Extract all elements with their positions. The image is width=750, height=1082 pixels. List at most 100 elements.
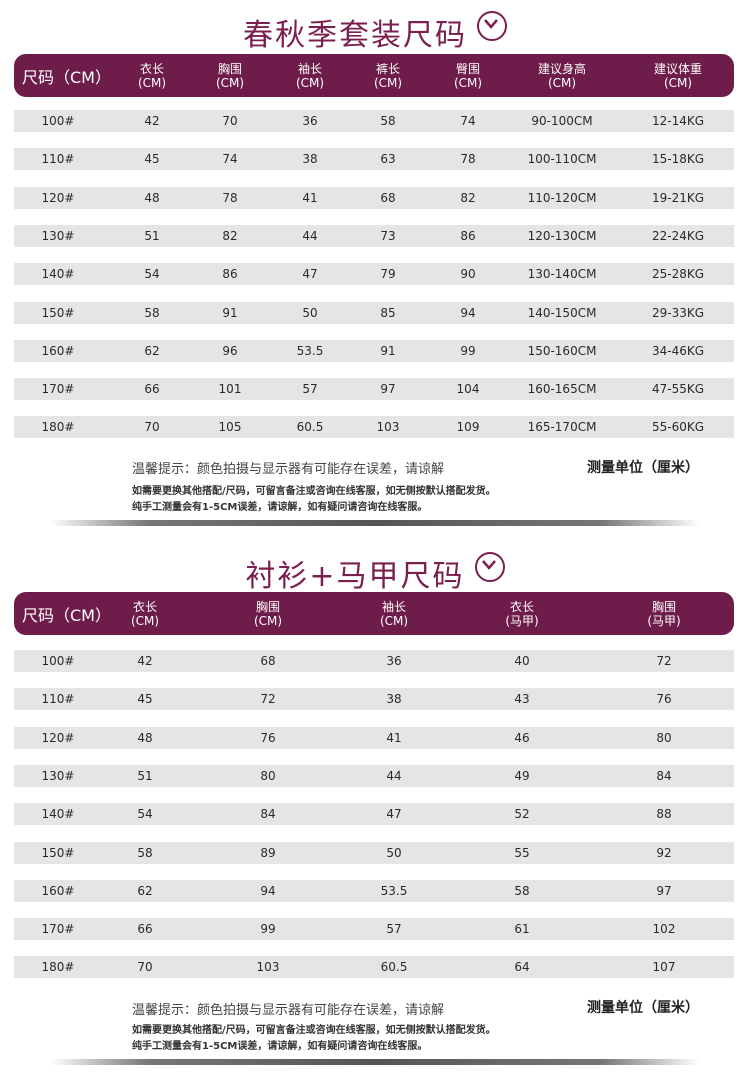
- value-cell: 63: [380, 152, 396, 166]
- size-cell: 120#: [41, 191, 75, 205]
- value-cell: 130-140CM: [527, 267, 597, 281]
- value-cell: 91: [222, 306, 238, 320]
- table-row: 180# 70 105 60.5 103 109 165-170CM 55-60KG: [14, 416, 734, 438]
- value-cell: 84: [656, 769, 672, 783]
- header-unit: (CM): [137, 75, 167, 90]
- value-cell: 79: [380, 267, 396, 281]
- value-cell: 15-18KG: [651, 152, 705, 166]
- table-row: 110# 45 72 38 43 76: [14, 688, 734, 710]
- value-cell: 45: [144, 152, 160, 166]
- header-unit: (CM): [295, 75, 325, 90]
- size-cell: 110#: [41, 152, 75, 166]
- size-cell: 150#: [41, 846, 75, 860]
- value-cell: 94: [260, 884, 276, 898]
- table2-unit: 测量单位（厘米）: [587, 1000, 699, 1016]
- size-cell: 180#: [41, 420, 75, 434]
- value-cell: 107: [652, 960, 676, 974]
- header-cell-size: 尺码（CM）: [22, 605, 111, 625]
- value-cell: 58: [137, 846, 153, 860]
- table-row: 170# 66 99 57 61 102: [14, 918, 734, 940]
- value-cell: 110-120CM: [527, 191, 597, 205]
- table1-unit: 测量单位（厘米）: [587, 460, 699, 476]
- table-row: 100# 42 70 36 58 74 90-100CM 12-14KG: [14, 110, 734, 132]
- value-cell: 47: [386, 807, 402, 821]
- value-cell: 160-165CM: [527, 382, 597, 396]
- header-cell: 袖长 (CM): [296, 54, 324, 97]
- value-cell: 48: [144, 191, 160, 205]
- value-cell: 97: [656, 884, 672, 898]
- value-cell: 44: [386, 769, 402, 783]
- header-cell: 衣长 (CM): [138, 54, 166, 97]
- value-cell: 90: [460, 267, 476, 281]
- value-cell: 42: [137, 654, 153, 668]
- size-cell: 170#: [41, 922, 75, 936]
- value-cell: 55: [514, 846, 530, 860]
- value-cell: 70: [222, 114, 238, 128]
- value-cell: 42: [144, 114, 160, 128]
- table1-title: 春秋季套装尺码: [0, 10, 750, 54]
- header-cell: 衣长 (CM): [131, 592, 159, 635]
- value-cell: 74: [222, 152, 238, 166]
- header-unit: (CM): [547, 75, 577, 90]
- value-cell: 51: [137, 769, 153, 783]
- table1-note: 温馨提示：颜色拍摄与显示器有可能存在误差，请谅解: [132, 462, 445, 477]
- header-label: 臀围: [455, 61, 481, 76]
- header-unit: (马甲): [505, 613, 539, 628]
- chevron-down-circle-icon: [474, 552, 505, 582]
- value-cell: 86: [460, 229, 476, 243]
- table1-title-text: 春秋季套装尺码: [243, 18, 467, 53]
- size-cell: 180#: [41, 960, 75, 974]
- header-cell: 裤长 (CM): [374, 54, 402, 97]
- value-cell: 85: [380, 306, 396, 320]
- value-cell: 72: [656, 654, 672, 668]
- header-cell-size: 尺码（CM）: [22, 67, 111, 87]
- table-row: 110# 45 74 38 63 78 100-110CM 15-18KG: [14, 148, 734, 170]
- table-row: 160# 62 94 53.5 58 97: [14, 880, 734, 902]
- value-cell: 94: [460, 306, 476, 320]
- header-cell: 胸围 (CM): [216, 54, 244, 97]
- value-cell: 80: [260, 769, 276, 783]
- value-cell: 99: [460, 344, 476, 358]
- value-cell: 12-14KG: [651, 114, 705, 128]
- size-cell: 130#: [41, 229, 75, 243]
- value-cell: 29-33KG: [651, 306, 705, 320]
- value-cell: 38: [302, 152, 318, 166]
- value-cell: 84: [260, 807, 276, 821]
- size-cell: 170#: [41, 382, 75, 396]
- value-cell: 82: [460, 191, 476, 205]
- table-row: 160# 62 96 53.5 91 99 150-160CM 34-46KG: [14, 340, 734, 362]
- table-row: 170# 66 101 57 97 104 160-165CM 47-55KG: [14, 378, 734, 400]
- table2-header: 尺码（CM） 衣长 (CM) 胸围 (CM) 袖长 (CM) 衣长 (马甲) 胸围 (马甲): [14, 592, 734, 635]
- value-cell: 53.5: [296, 344, 324, 358]
- value-cell: 74: [460, 114, 476, 128]
- value-cell: 68: [260, 654, 276, 668]
- table-row: 140# 54 86 47 79 90 130-140CM 25-28KG: [14, 263, 734, 285]
- value-cell: 55-60KG: [651, 420, 705, 434]
- value-cell: 43: [514, 692, 530, 706]
- header-label: 袖长: [297, 61, 323, 76]
- size-cell: 100#: [41, 114, 75, 128]
- header-unit: (CM): [379, 613, 409, 628]
- value-cell: 104: [456, 382, 480, 396]
- value-cell: 25-28KG: [651, 267, 705, 281]
- table1-divider: [50, 520, 700, 526]
- value-cell: 103: [256, 960, 280, 974]
- value-cell: 165-170CM: [527, 420, 597, 434]
- header-unit: (马甲): [647, 613, 681, 628]
- value-cell: 96: [222, 344, 238, 358]
- value-cell: 70: [137, 960, 153, 974]
- value-cell: 45: [137, 692, 153, 706]
- header-label: 衣长: [139, 61, 165, 76]
- header-unit: (CM): [373, 75, 403, 90]
- value-cell: 34-46KG: [651, 344, 705, 358]
- table-row: 120# 48 78 41 68 82 110-120CM 19-21KG: [14, 187, 734, 209]
- value-cell: 62: [137, 884, 153, 898]
- value-cell: 19-21KG: [651, 191, 705, 205]
- value-cell: 54: [137, 807, 153, 821]
- table-row: 140# 54 84 47 52 88: [14, 803, 734, 825]
- header-label: 裤长: [375, 61, 401, 76]
- value-cell: 70: [144, 420, 160, 434]
- size-cell: 160#: [41, 344, 75, 358]
- value-cell: 36: [302, 114, 318, 128]
- table-row: 130# 51 82 44 73 86 120-130CM 22-24KG: [14, 225, 734, 247]
